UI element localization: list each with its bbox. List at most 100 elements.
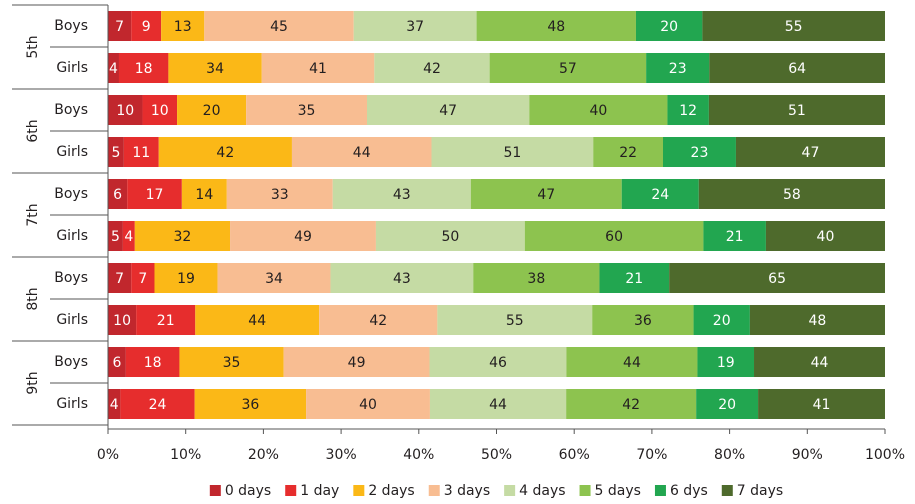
legend-label: 7 days bbox=[737, 483, 783, 499]
bar-segment bbox=[353, 11, 477, 41]
data-label: 42 bbox=[216, 145, 234, 161]
data-label: 50 bbox=[441, 229, 459, 245]
data-label: 19 bbox=[177, 271, 195, 287]
bar-segment bbox=[529, 95, 668, 125]
bar-segment bbox=[669, 263, 885, 293]
data-label: 34 bbox=[265, 271, 283, 287]
data-label: 41 bbox=[309, 61, 327, 77]
bar-segment bbox=[319, 305, 438, 335]
x-tick-label: 30% bbox=[326, 447, 357, 463]
legend-swatch bbox=[209, 485, 221, 496]
data-label: 40 bbox=[359, 397, 377, 413]
legend-swatch bbox=[654, 485, 666, 496]
bar-segment bbox=[429, 389, 567, 419]
data-label: 4 bbox=[110, 397, 119, 413]
legend-label: 5 days bbox=[595, 483, 641, 499]
data-label: 45 bbox=[270, 19, 288, 35]
x-tick-label: 70% bbox=[636, 447, 667, 463]
bar-segment bbox=[108, 95, 143, 125]
legend-swatch bbox=[353, 485, 365, 496]
bar-segment bbox=[108, 347, 126, 377]
data-label: 20 bbox=[203, 103, 221, 119]
bar-segment bbox=[646, 53, 710, 83]
bar-segment bbox=[123, 137, 159, 167]
bar-segment bbox=[154, 263, 218, 293]
data-label: 43 bbox=[393, 187, 411, 203]
data-label: 36 bbox=[241, 397, 259, 413]
data-label: 11 bbox=[132, 145, 150, 161]
group-label: 7th bbox=[25, 203, 41, 226]
data-label: 47 bbox=[802, 145, 820, 161]
bar-segment bbox=[108, 137, 124, 167]
legend-swatch bbox=[579, 485, 591, 496]
data-label: 55 bbox=[506, 313, 524, 329]
bar-segment bbox=[693, 305, 750, 335]
bar-segment bbox=[663, 137, 736, 167]
data-label: 32 bbox=[174, 229, 192, 245]
bar-segment bbox=[122, 221, 135, 251]
bar-segment bbox=[168, 53, 262, 83]
legend-label: 1 day bbox=[300, 483, 339, 499]
x-tick-label: 100% bbox=[865, 447, 905, 463]
bar-segment bbox=[136, 305, 196, 335]
bar-segment bbox=[749, 305, 885, 335]
bar-segment bbox=[635, 11, 703, 41]
x-tick-label: 0% bbox=[97, 447, 119, 463]
bar-segment bbox=[524, 221, 704, 251]
group-label: 5th bbox=[25, 35, 41, 58]
bar-segment bbox=[437, 305, 593, 335]
data-label: 51 bbox=[788, 103, 806, 119]
data-label: 22 bbox=[619, 145, 637, 161]
bar-segment bbox=[131, 11, 162, 41]
data-label: 7 bbox=[115, 271, 124, 287]
data-label: 48 bbox=[809, 313, 827, 329]
bar-segment bbox=[470, 179, 622, 209]
data-label: 10 bbox=[116, 103, 134, 119]
data-label: 38 bbox=[527, 271, 545, 287]
legend-label: 2 days bbox=[368, 483, 414, 499]
data-label: 65 bbox=[768, 271, 786, 287]
bar-segment bbox=[765, 221, 885, 251]
data-label: 58 bbox=[783, 187, 801, 203]
bar-segment bbox=[226, 179, 333, 209]
bar-segment bbox=[108, 53, 119, 83]
bar-segment bbox=[306, 389, 430, 419]
data-label: 40 bbox=[817, 229, 835, 245]
category-label: Girls bbox=[56, 312, 88, 328]
bar-segment bbox=[330, 263, 474, 293]
data-label: 21 bbox=[726, 229, 744, 245]
bar-segment bbox=[177, 95, 247, 125]
x-tick-label: 20% bbox=[248, 447, 279, 463]
bar-segment bbox=[697, 347, 755, 377]
data-label: 23 bbox=[691, 145, 709, 161]
data-label: 37 bbox=[406, 19, 424, 35]
legend-swatch bbox=[428, 485, 440, 496]
data-label: 19 bbox=[717, 355, 735, 371]
x-tick-label: 80% bbox=[714, 447, 745, 463]
data-label: 35 bbox=[298, 103, 316, 119]
data-label: 10 bbox=[113, 313, 131, 329]
bar-segment bbox=[158, 137, 292, 167]
bar-segment bbox=[195, 305, 320, 335]
data-label: 18 bbox=[144, 355, 162, 371]
bar-segment bbox=[125, 347, 180, 377]
data-label: 12 bbox=[679, 103, 697, 119]
bar-segment bbox=[120, 389, 195, 419]
bar-segment bbox=[161, 11, 205, 41]
data-label: 35 bbox=[223, 355, 241, 371]
x-tick-label: 40% bbox=[403, 447, 434, 463]
data-label: 24 bbox=[149, 397, 167, 413]
bar-segment bbox=[118, 53, 169, 83]
legend-label: 3 days bbox=[444, 483, 490, 499]
bar-segment bbox=[593, 137, 663, 167]
data-label: 9 bbox=[142, 19, 151, 35]
x-tick-label: 90% bbox=[792, 447, 823, 463]
group-label: 8th bbox=[25, 287, 41, 310]
data-label: 51 bbox=[503, 145, 521, 161]
x-tick-label: 60% bbox=[559, 447, 590, 463]
bar-segment bbox=[566, 347, 698, 377]
data-label: 17 bbox=[146, 187, 164, 203]
legend-swatch bbox=[285, 485, 297, 496]
bar-segment bbox=[217, 263, 331, 293]
